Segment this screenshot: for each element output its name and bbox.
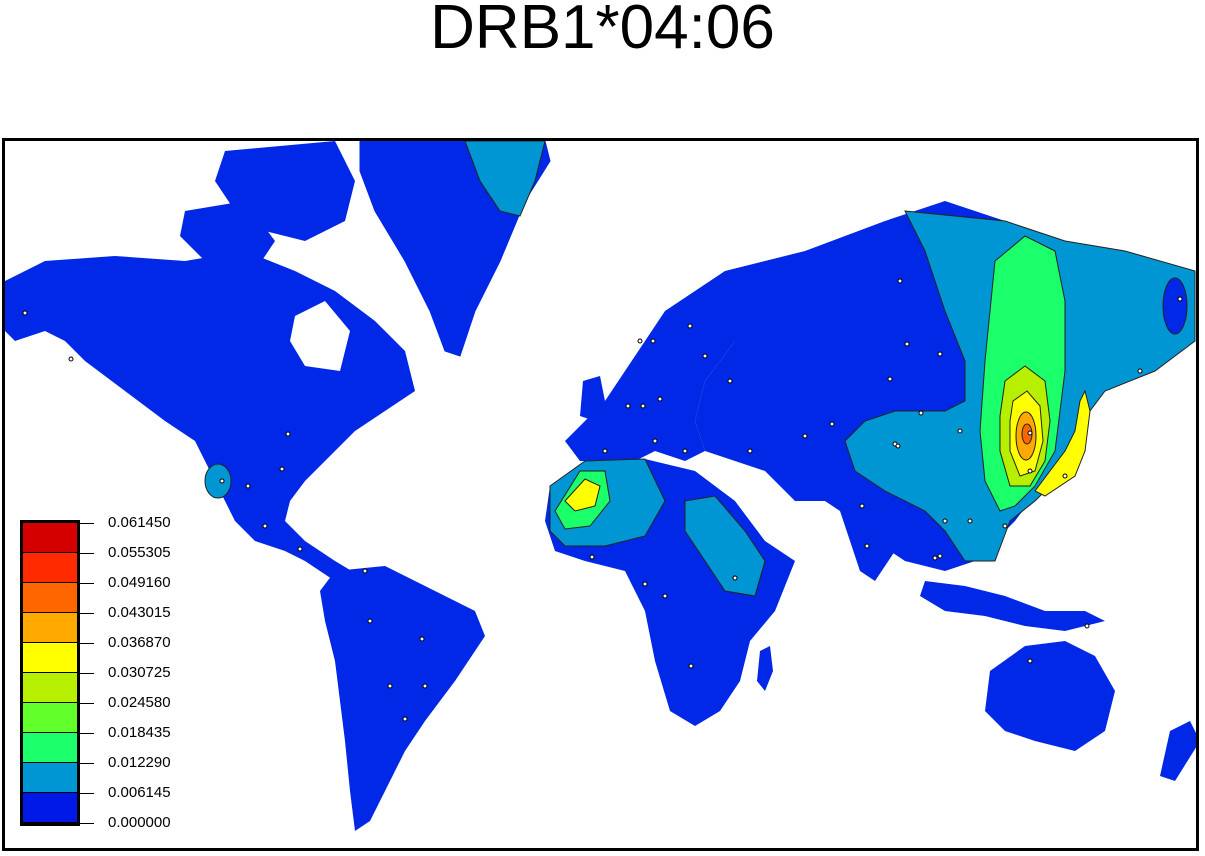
sample-points — [22, 278, 1183, 722]
legend-tick — [80, 613, 94, 614]
hudson-bay — [290, 301, 350, 371]
legend-swatch — [23, 763, 77, 793]
legend-tick — [80, 763, 94, 764]
legend-label: 0.061450 — [108, 514, 171, 531]
legend-label: 0.006145 — [108, 784, 171, 801]
australia — [985, 641, 1115, 751]
legend-swatch — [23, 733, 77, 763]
legend-swatch — [23, 523, 77, 553]
world-map — [5, 140, 1200, 831]
legend-label: 0.036870 — [108, 634, 171, 651]
legend-label: 0.024580 — [108, 694, 171, 711]
map-title: DRB1*04:06 — [430, 0, 775, 62]
legend-tick — [80, 793, 94, 794]
legend-label: 0.043015 — [108, 604, 171, 621]
legend-bar — [20, 520, 80, 826]
legend-label: 0.000000 — [108, 814, 171, 831]
new-zealand — [1160, 721, 1200, 781]
legend-label: 0.030725 — [108, 664, 171, 681]
mexico-contour — [204, 463, 232, 499]
east-africa-contour — [684, 495, 766, 597]
japan — [1034, 389, 1091, 497]
south-america — [320, 566, 485, 831]
legend-label: 0.012290 — [108, 754, 171, 771]
uk — [580, 376, 605, 421]
legend-swatch — [23, 613, 77, 643]
se-asia-islands — [920, 581, 1105, 631]
legend-tick — [80, 733, 94, 734]
greenland-contour — [464, 140, 546, 217]
legend-tick — [80, 643, 94, 644]
legend-tick — [80, 553, 94, 554]
legend-swatch — [23, 583, 77, 613]
legend-swatch — [23, 553, 77, 583]
legend-swatch — [23, 673, 77, 703]
legend-label: 0.049160 — [108, 574, 171, 591]
africa-contour-yellow — [564, 478, 601, 512]
legend-tick — [80, 673, 94, 674]
legend-swatch — [23, 703, 77, 733]
legend-tick — [80, 523, 94, 524]
legend-label: 0.055305 — [108, 544, 171, 561]
map-frame — [2, 138, 1200, 851]
madagascar — [757, 646, 773, 691]
legend-swatch — [23, 643, 77, 673]
legend-tick — [80, 703, 94, 704]
legend-tick — [80, 583, 94, 584]
legend-swatch — [23, 793, 77, 823]
legend-tick — [80, 823, 94, 824]
india — [840, 491, 905, 581]
kamchatka-contour — [1162, 277, 1188, 335]
legend-label: 0.018435 — [108, 724, 171, 741]
europe — [565, 291, 745, 461]
